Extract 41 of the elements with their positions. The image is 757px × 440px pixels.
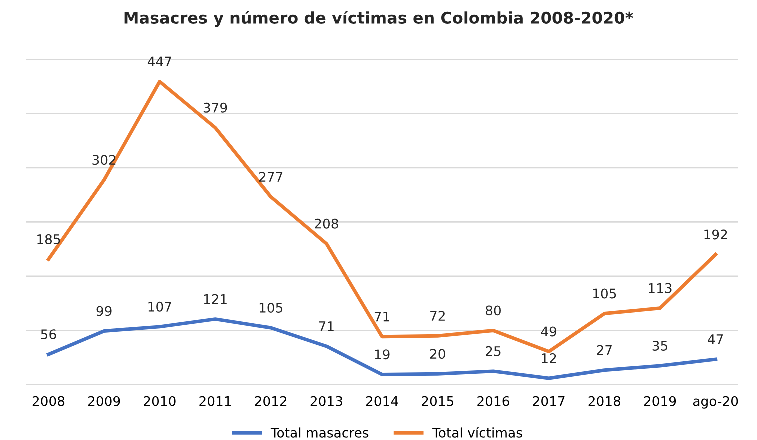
legend-label: Total masacres bbox=[270, 428, 369, 438]
data-label: 80 bbox=[486, 306, 501, 316]
data-label: 20 bbox=[430, 349, 446, 360]
data-label: 19 bbox=[375, 350, 390, 360]
x-tick-label: 2015 bbox=[422, 396, 454, 406]
data-label: 379 bbox=[204, 102, 228, 113]
data-label: 121 bbox=[204, 294, 227, 304]
x-tick-label: 2014 bbox=[366, 396, 398, 406]
x-tick-label: 2017 bbox=[533, 396, 565, 406]
data-label: 71 bbox=[374, 312, 390, 322]
data-label: 25 bbox=[486, 346, 501, 356]
data-label: 99 bbox=[96, 306, 112, 316]
x-tick-label: 2018 bbox=[588, 396, 621, 406]
data-label: 277 bbox=[259, 172, 283, 182]
x-tick-label: 2016 bbox=[478, 396, 510, 406]
data-label: 27 bbox=[597, 345, 612, 356]
data-label: 12 bbox=[542, 353, 556, 364]
x-tick-label: 2009 bbox=[88, 396, 120, 406]
data-label: 113 bbox=[649, 283, 672, 294]
x-tick-label: 2011 bbox=[200, 396, 232, 406]
chart-title: Masacres y número de víctimas en Colombia 2008-2020* bbox=[124, 11, 634, 28]
data-label: 47 bbox=[708, 334, 724, 344]
data-label: 49 bbox=[541, 326, 557, 337]
data-label: 447 bbox=[148, 56, 172, 67]
data-label: 185 bbox=[38, 234, 60, 244]
x-tick-label: 2010 bbox=[144, 396, 176, 406]
data-label: 105 bbox=[594, 288, 616, 299]
x-tick-label: 2019 bbox=[644, 396, 676, 406]
data-label: 105 bbox=[260, 302, 283, 313]
x-tick-label: 2008 bbox=[32, 396, 65, 406]
data-label: 72 bbox=[430, 311, 445, 321]
data-label: 71 bbox=[319, 322, 334, 332]
data-label: 107 bbox=[148, 302, 172, 312]
x-tick-label: ago-20 bbox=[693, 396, 738, 409]
data-label: 192 bbox=[704, 230, 728, 240]
data-label: 208 bbox=[315, 218, 338, 229]
x-tick-label: 2013 bbox=[310, 396, 342, 406]
data-label: 35 bbox=[652, 340, 668, 351]
legend-label: Total víctimas bbox=[432, 427, 522, 438]
data-label: 56 bbox=[41, 330, 56, 340]
x-tick-label: 2012 bbox=[255, 396, 287, 406]
